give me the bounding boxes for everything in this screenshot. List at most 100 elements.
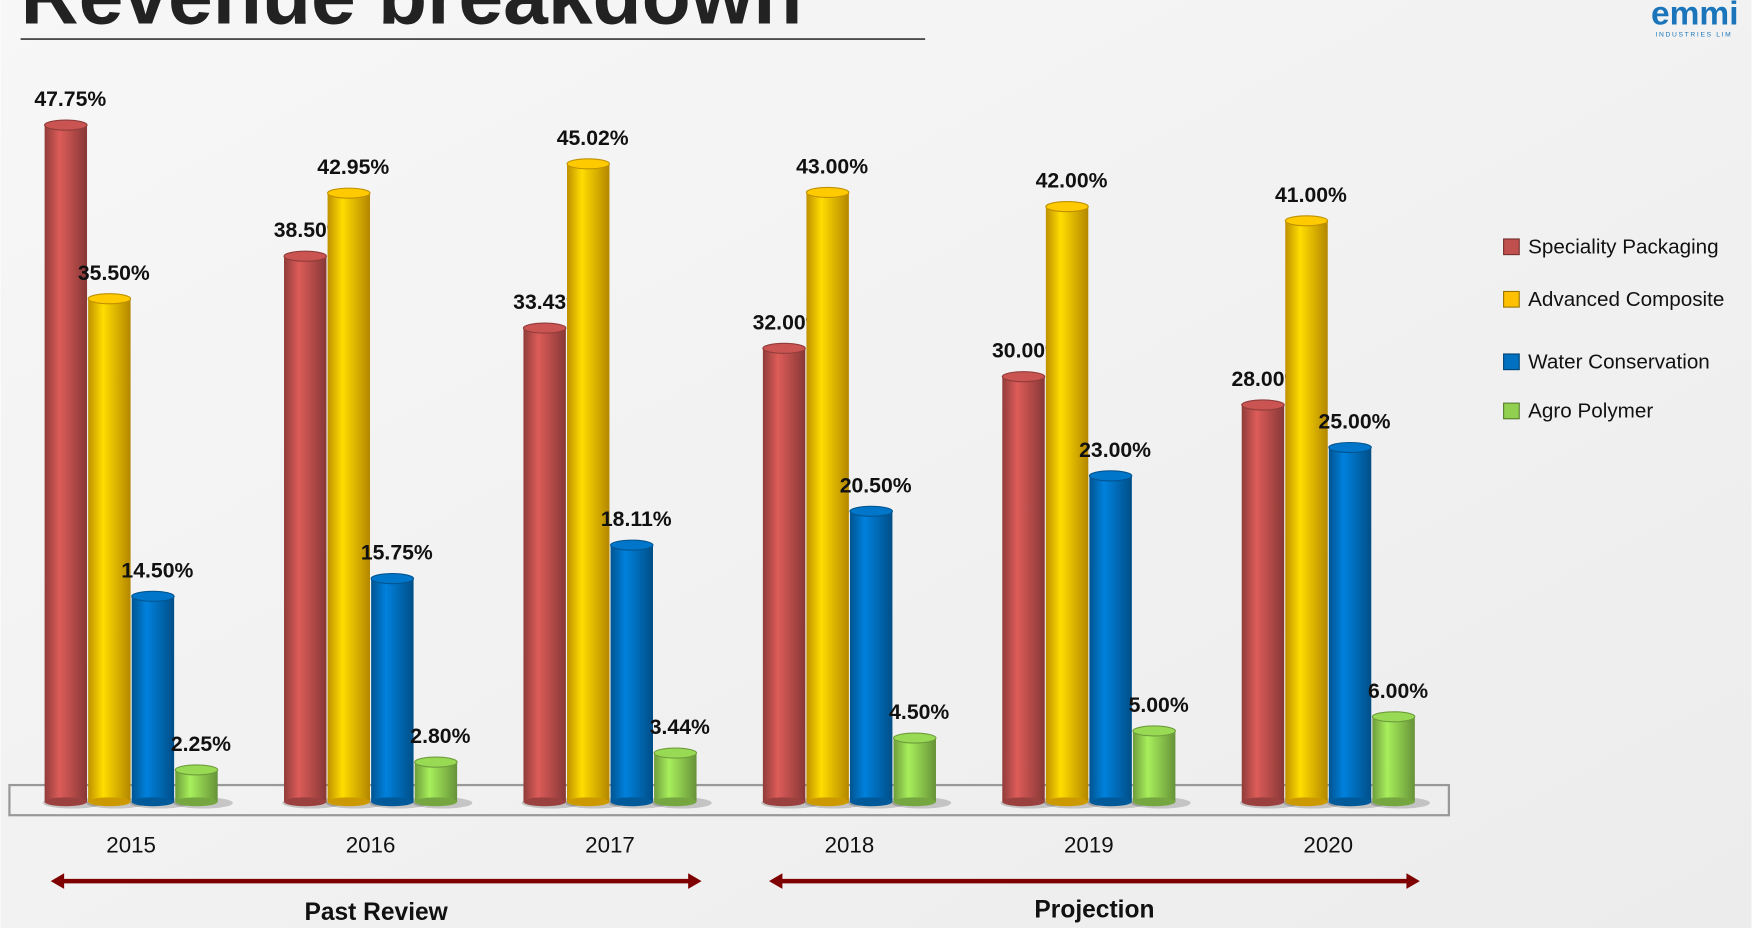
period-label: Projection	[1034, 897, 1154, 924]
bar-base	[44, 797, 88, 807]
bar-base	[1002, 797, 1045, 807]
bar-top	[327, 187, 371, 199]
bar-base	[175, 797, 218, 807]
bar-base	[1328, 797, 1372, 807]
value-label: 23.00%	[1079, 439, 1151, 462]
bar	[567, 163, 610, 802]
legend-swatch	[1503, 290, 1520, 308]
bar-top	[370, 573, 415, 585]
bar	[327, 193, 371, 802]
bar-top	[609, 539, 654, 551]
value-label: 42.95%	[317, 156, 389, 179]
bar	[371, 578, 414, 802]
bar	[762, 348, 806, 802]
bar-base	[1285, 797, 1328, 807]
value-label: 45.02%	[557, 127, 629, 150]
value-label: 5.00%	[1129, 694, 1189, 717]
arrow-head	[688, 873, 702, 889]
bar	[88, 298, 131, 802]
bar-base	[567, 797, 610, 807]
logo-subtitle: INDUSTRIES LIM	[1655, 31, 1732, 38]
bar-top	[805, 186, 850, 199]
period-label: Past Review	[305, 899, 449, 926]
bar	[610, 545, 653, 802]
x-tick-label: 2018	[825, 832, 875, 857]
value-label: 3.44%	[650, 716, 710, 739]
value-label: 2.25%	[171, 733, 231, 756]
bar	[893, 738, 936, 802]
legend-swatch	[1503, 402, 1520, 420]
bar	[1045, 206, 1089, 802]
bar	[523, 328, 566, 802]
bar-top	[522, 322, 567, 334]
arrow-head	[1406, 873, 1420, 889]
bar-top	[283, 250, 328, 262]
bar-base	[131, 797, 175, 807]
bar-top	[44, 119, 88, 131]
bar-top	[653, 747, 698, 759]
value-label: 18.11%	[601, 508, 672, 531]
bar	[1132, 730, 1176, 802]
legend-label: Agro Polymer	[1528, 400, 1653, 423]
chart-title: Revenue breakdown	[21, 0, 803, 41]
bar-top	[566, 158, 610, 170]
value-label: 42.00%	[1036, 170, 1108, 193]
bar	[1241, 405, 1285, 802]
bar-top	[762, 342, 806, 354]
bar-base	[371, 797, 414, 807]
bar	[414, 762, 458, 802]
bar-top	[1328, 441, 1372, 454]
bar	[1089, 475, 1132, 802]
bar-base	[1132, 797, 1176, 807]
bar-base	[414, 797, 458, 807]
bar	[806, 192, 849, 802]
bar-top	[849, 505, 893, 517]
bar-top	[1241, 399, 1285, 411]
bar-base	[762, 797, 806, 807]
bar-top	[1001, 371, 1046, 383]
value-label: 20.50%	[840, 474, 912, 497]
bar-top	[1132, 725, 1176, 737]
value-label: 35.50%	[78, 262, 150, 285]
logo: emmi	[1651, 0, 1739, 32]
legend-label: Water Conservation	[1528, 350, 1710, 373]
bar-top	[414, 756, 458, 768]
value-label: 14.50%	[121, 559, 193, 582]
bar-base	[849, 797, 893, 807]
bar-top	[131, 590, 175, 602]
value-label: 6.00%	[1368, 680, 1428, 703]
x-tick-label: 2015	[106, 832, 156, 857]
bar	[1002, 376, 1045, 802]
bar-base	[806, 797, 849, 807]
x-tick-label: 2016	[346, 832, 396, 857]
x-tick-label: 2017	[585, 832, 635, 857]
bar	[284, 256, 327, 802]
value-label: 47.75%	[34, 88, 106, 111]
bar-base	[327, 797, 371, 807]
value-label: 25.00%	[1319, 411, 1391, 434]
value-label: 41.00%	[1275, 184, 1347, 207]
bar-base	[1241, 797, 1285, 807]
bar-top	[892, 732, 937, 744]
x-tick-label: 2020	[1303, 832, 1353, 857]
bar	[1285, 220, 1328, 802]
arrow-head	[50, 873, 65, 889]
arrow-head	[769, 873, 783, 889]
bar-base	[1372, 797, 1415, 807]
bar-top	[1371, 711, 1416, 723]
value-label: 4.50%	[889, 701, 949, 724]
bar-top	[1088, 470, 1133, 482]
bar-base	[654, 797, 697, 807]
bar-base	[1089, 797, 1132, 807]
bar	[131, 596, 175, 802]
bar-base	[610, 797, 653, 807]
bar	[44, 125, 88, 802]
legend-swatch	[1503, 238, 1520, 256]
bar	[1328, 447, 1372, 802]
value-label: 15.75%	[361, 542, 433, 565]
bar-base	[88, 797, 131, 807]
legend-label: Advanced Composite	[1528, 288, 1724, 311]
value-label: 2.80%	[410, 725, 470, 748]
bar-base	[523, 797, 566, 807]
bar-base	[284, 797, 327, 807]
